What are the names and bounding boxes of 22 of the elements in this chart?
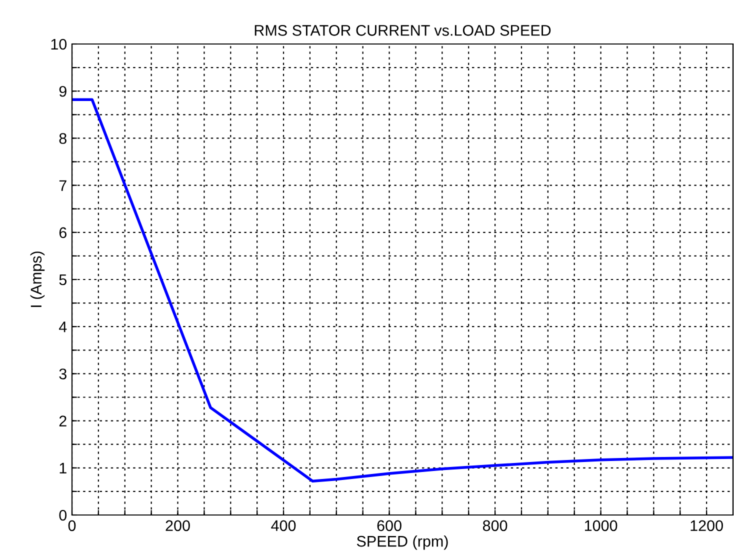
x-tick-label: 1200 xyxy=(690,520,723,532)
y-tick-label: 6 xyxy=(59,227,66,238)
y-tick-label: 2 xyxy=(59,416,66,426)
y-tick-label: 5 xyxy=(59,274,66,286)
y-tick-label: 3 xyxy=(59,368,66,380)
x-tick-label: 0 xyxy=(68,520,76,532)
x-tick-label: 600 xyxy=(377,520,402,532)
x-tick-label: 1000 xyxy=(584,520,618,532)
y-axis-title: I (Amps) xyxy=(30,252,45,307)
y-tick-label: 0 xyxy=(59,510,67,521)
x-axis-title: SPEED (rpm) xyxy=(356,535,448,550)
y-tick-label: 4 xyxy=(58,322,67,332)
x-tick-label: 800 xyxy=(482,520,508,532)
y-tick-label: 1 xyxy=(60,462,66,474)
y-tick-label: 7 xyxy=(59,180,66,191)
line-series xyxy=(72,98,733,482)
x-tick-label: 400 xyxy=(271,520,296,532)
chart-title: RMS STATOR CURRENT vs.LOAD SPEED xyxy=(254,25,551,36)
x-tick-label: 200 xyxy=(166,520,190,532)
y-tick-label: 10 xyxy=(51,38,67,50)
y-tick-label: 8 xyxy=(59,133,66,144)
y-tick-label: 9 xyxy=(59,86,66,97)
